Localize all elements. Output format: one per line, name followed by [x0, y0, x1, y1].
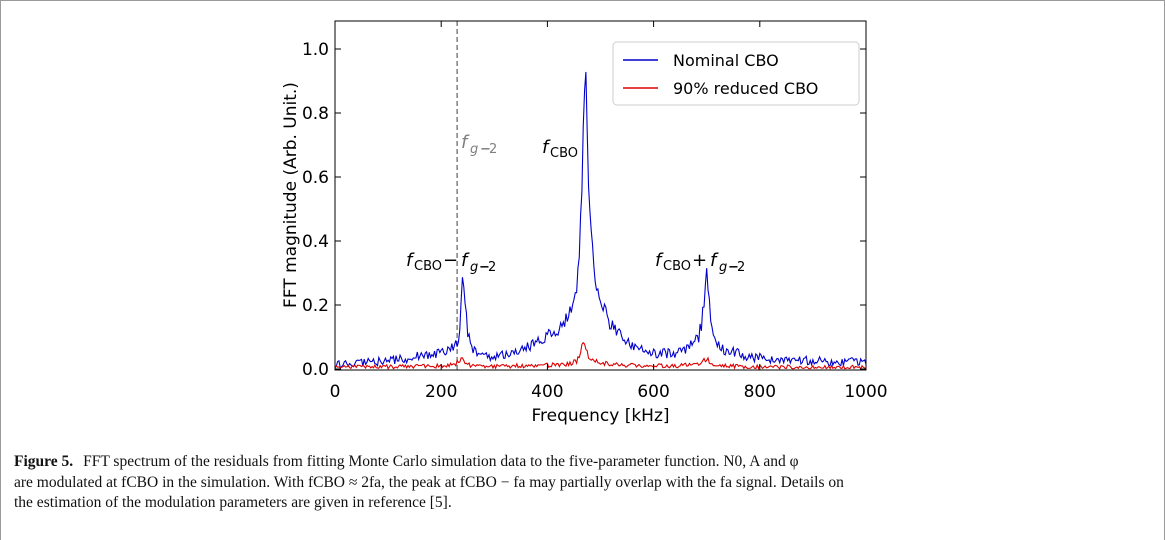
series-line-reduced	[335, 341, 866, 370]
series-layer	[335, 21, 866, 370]
x-axis-label: Frequency [kHz]	[531, 406, 669, 426]
x-tick-label: 0	[330, 382, 341, 402]
svg-text:f: f	[406, 250, 415, 271]
caption-label: Figure 5.	[14, 453, 74, 470]
svg-text:f: f	[461, 250, 470, 271]
annotation-fg2: f g − 2	[461, 132, 497, 157]
x-tick-label: 400	[531, 382, 563, 402]
axis-ticks: 0 200 400 600 800 1000 0.0 0.2 0.4 0.6 0.8 1.0	[302, 21, 888, 402]
svg-text:CBO: CBO	[550, 146, 578, 161]
svg-text:2: 2	[488, 260, 496, 275]
svg-text:g: g	[470, 142, 478, 157]
x-tick-label: 200	[425, 382, 457, 402]
svg-text:CBO: CBO	[663, 259, 691, 274]
y-axis-label: FFT magnitude (Arb. Unit.)	[281, 82, 301, 308]
svg-text:g: g	[719, 260, 727, 275]
y-tick-label: 0.8	[302, 104, 329, 124]
svg-text:2: 2	[489, 142, 497, 157]
svg-text:−: −	[443, 250, 458, 271]
x-tick-label: 1000	[844, 382, 887, 402]
plot-area	[334, 20, 867, 371]
caption-text-1: FFT spectrum of the residuals from fitti…	[83, 453, 799, 470]
y-tick-label: 0.6	[302, 168, 329, 188]
svg-text:−: −	[479, 260, 490, 275]
y-tick-label: 0.4	[302, 232, 329, 252]
annotation-fcbo-minus-fg2: f CBO − f g − 2	[406, 250, 496, 275]
svg-text:2: 2	[737, 260, 745, 275]
y-tick-label: 0.2	[302, 296, 329, 316]
legend-label-nominal: Nominal CBO	[673, 51, 779, 70]
svg-text:f: f	[655, 250, 664, 271]
svg-text:f: f	[542, 137, 551, 158]
y-tick-label: 1.0	[302, 40, 329, 60]
legend: Nominal CBO 90% reduced CBO	[612, 41, 860, 106]
annotation-fcbo: f CBO	[542, 137, 578, 161]
svg-text:−: −	[728, 260, 739, 275]
legend-label-reduced: 90% reduced CBO	[673, 79, 818, 98]
annotation-fcbo-plus-fg2: f CBO + f g − 2	[655, 250, 745, 275]
caption-line-1: Figure 5. FFT spectrum of the residuals f…	[14, 452, 1149, 473]
caption-line-3: the estimation of the modulation paramet…	[14, 493, 1149, 514]
legend-box	[612, 41, 860, 106]
x-tick-label: 600	[637, 382, 669, 402]
caption-text-3: the estimation of the modulation paramet…	[14, 494, 452, 511]
svg-text:+: +	[692, 250, 707, 271]
svg-text:CBO: CBO	[414, 259, 442, 274]
svg-text:f: f	[710, 250, 719, 271]
caption-line-2: are modulated at fCBO in the simulation.…	[14, 473, 844, 491]
x-tick-label: 800	[744, 382, 776, 402]
y-tick-label: 0.0	[302, 360, 329, 380]
figure-caption: Figure 5. FFT spectrum of the residuals f…	[14, 452, 1149, 514]
svg-text:g: g	[470, 260, 478, 275]
svg-text:f: f	[461, 132, 470, 153]
fft-chart: 0 200 400 600 800 1000 0.0 0.2 0.4 0.6 0.8 1.0 Freq…	[281, 20, 888, 426]
svg-text:−: −	[480, 142, 491, 157]
series-line-nominal	[335, 71, 866, 370]
